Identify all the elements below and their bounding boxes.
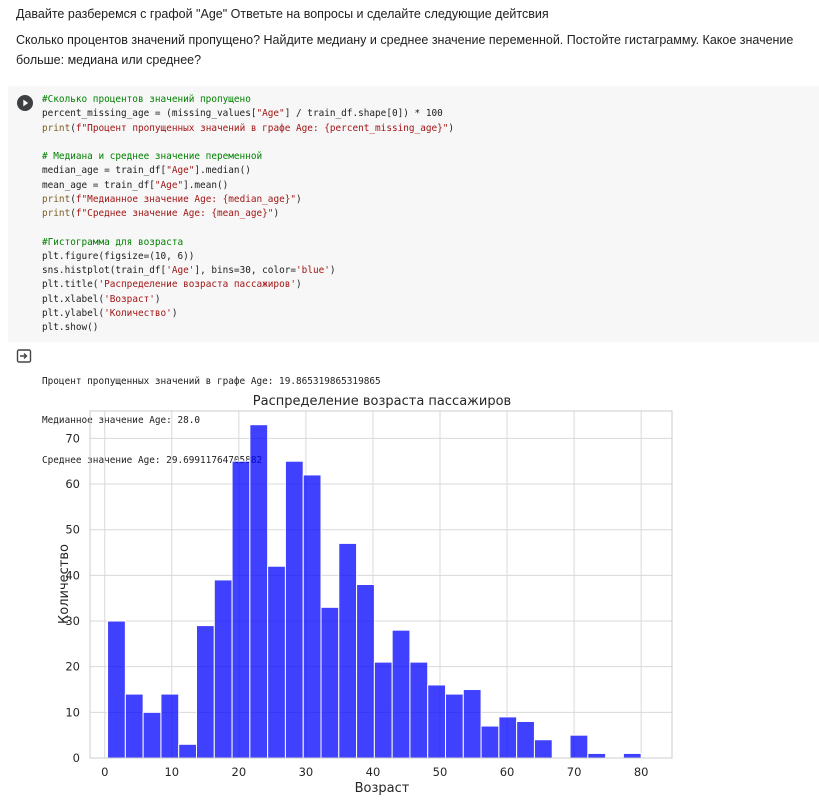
histogram-bar [338,542,358,759]
markdown-line-2: Сколько процентов значений пропущено? На… [16,33,794,67]
y-tick-label: 20 [65,660,80,674]
age-histogram: Распределение возраста пассажиров 0 10 20 3… [57,394,673,796]
histogram-bar [284,460,304,759]
histogram-bar [445,693,464,759]
stdout-line: Медианное значение Age: 28.0 [42,415,201,427]
code-line: plt.title('Распределение возраста пассаж… [42,279,302,291]
histogram-bar [195,625,215,759]
histogram-bar [231,460,251,759]
x-tick-label: 70 [567,765,582,779]
play-circle-icon [23,99,29,107]
histogram-bar [462,689,482,759]
x-tick-label: 50 [433,765,448,779]
y-tick-label: 70 [65,431,80,445]
histogram-bar [480,725,500,759]
markdown-line-1: Давайте разберемся с графой "Age" Ответь… [16,7,549,21]
histogram-bar [107,620,126,759]
code-line: plt.figure(figsize=(10, 6)) [42,250,195,262]
histogram-bar [533,739,553,759]
code-cell[interactable]: #Сколько процентов значений пропущено per… [8,86,819,342]
histogram-bar [409,661,429,759]
code-line: print(f"Процент пропущенных значений в г… [42,122,455,134]
y-tick-label: 30 [65,614,80,628]
y-tick-label: 50 [65,523,80,537]
y-tick-label: 0 [73,751,80,765]
y-tick-label: 60 [65,477,80,491]
code-line: #Гистограмма для возраста [42,236,184,248]
histogram-bar [373,661,393,759]
code-line: plt.show() [42,322,99,333]
cell-output: Процент пропущенных значений в графе Age… [8,344,819,802]
plot-frame [89,410,673,759]
histogram-bar [160,693,180,759]
code-line: print(f"Медианное значение Age: {median_… [42,193,302,205]
stdout-line: Среднее значение Age: 29.69911764705882 [42,455,263,467]
histogram-bar [267,565,286,759]
x-tick-label: 10 [164,765,179,779]
histogram-bar [569,734,589,759]
chart-title: Распределение возраста пассажиров [253,394,511,409]
y-tick-label: 40 [65,568,80,582]
code-line [42,221,454,235]
code-line: median_age = train_df["Age"].median() [42,165,251,177]
code-line: plt.ylabel('Количество') [42,307,178,319]
stdout-text: Процент пропущенных значений в графе Age… [42,348,381,494]
code-line: mean_age = train_df["Age"].mean() [42,179,229,191]
histogram-bar [302,474,322,759]
code-line: print(f"Среднее значение Age: {mean_age}… [42,208,280,219]
code-line: #Сколько процентов значений пропущено [42,94,251,105]
stdout-line: Процент пропущенных значений в графе Age… [42,375,381,387]
histogram-bar [391,629,411,759]
histogram-bar [622,752,642,759]
code-line: # Медиана и среднее значение переменной [42,151,263,162]
code-line: plt.xlabel('Возраст') [42,293,161,305]
x-tick-label: 30 [299,765,314,779]
y-tick-label: 10 [65,705,80,719]
code-line [42,136,454,150]
histogram-bar [142,711,162,759]
x-tick-label: 40 [366,765,381,779]
x-tick-label: 0 [101,765,108,779]
histogram-bar [249,424,269,759]
x-tick-label: 80 [634,765,649,779]
histogram-bar [178,743,197,759]
histogram-bar [516,720,535,759]
output-arrow-icon[interactable] [16,348,32,364]
histogram-bar [498,716,518,759]
y-axis-label: Количество [57,544,72,624]
code-line: percent_missing_age = (missing_values["A… [42,108,443,120]
code-editor[interactable]: #Сколько процентов значений пропущено per… [42,93,454,335]
x-tick-label: 60 [500,765,515,779]
histogram-bar [124,693,144,759]
x-axis-label: Возраст [355,781,410,796]
x-tick-label: 20 [232,765,247,779]
histogram-bar [427,684,447,759]
histogram-bar [320,606,340,759]
histogram-bar [213,579,233,759]
histogram-bar [587,752,607,759]
run-cell-button[interactable] [17,95,33,111]
code-line: sns.histplot(train_df['Age'], bins=30, c… [42,265,336,276]
histogram-bar [356,584,375,759]
